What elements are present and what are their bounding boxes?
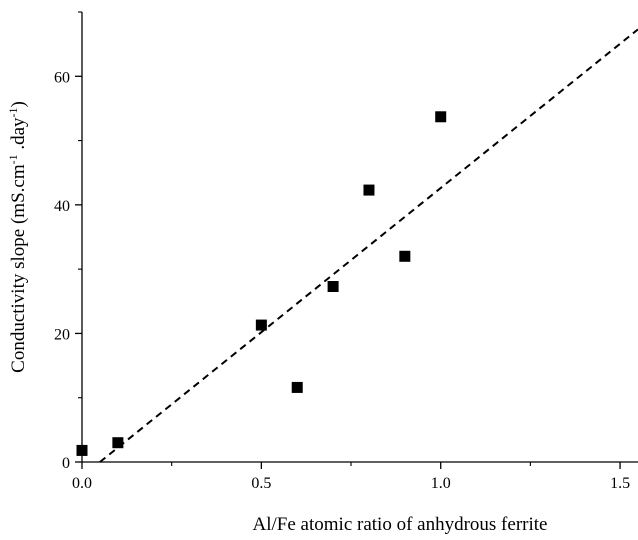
fit-line-layer: [99, 28, 638, 463]
data-point: [112, 437, 124, 449]
y-tick-label: 40: [54, 198, 70, 215]
x-axis-title: Al/Fe atomic ratio of anhydrous ferrite: [253, 514, 548, 535]
x-tick-label: 0.5: [251, 475, 271, 492]
x-tick-label: 1.0: [431, 475, 451, 492]
axes: [75, 11, 638, 469]
x-tick-label: 1.5: [610, 475, 630, 492]
y-tick-label: 20: [54, 326, 70, 343]
data-point: [399, 250, 411, 262]
tick-labels: 0.0 0.5 1.0 1.5 0 20 40 60: [54, 69, 630, 492]
y-axis-title: Conductivity slope (mS.cm-1 .day-1): [6, 101, 29, 373]
data-point: [327, 281, 339, 292]
data-point: [363, 184, 375, 196]
data-point: [291, 381, 303, 393]
fit-line: [99, 28, 638, 463]
data-point: [435, 111, 447, 123]
data-points: [76, 111, 447, 456]
y-tick-label: 0: [62, 455, 70, 472]
data-point: [255, 319, 267, 331]
x-tick-label: 0.0: [72, 475, 92, 492]
y-tick-label: 60: [54, 69, 70, 86]
